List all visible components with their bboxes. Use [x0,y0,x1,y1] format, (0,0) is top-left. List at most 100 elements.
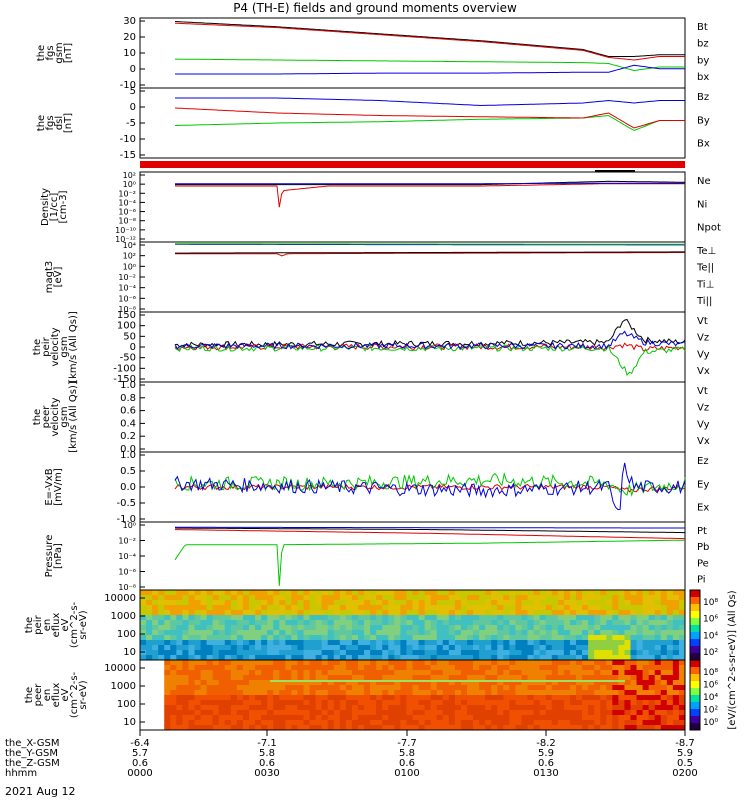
spectrogram-cell [200,680,208,686]
spectrogram-cell [479,705,486,711]
spectrogram-cell [267,680,274,686]
spectrogram-cell [236,710,244,716]
spectrogram-cell [551,665,559,671]
spectrogram-cell [273,670,280,676]
spectrogram-cell [333,610,341,616]
spectrogram-cell [182,640,189,646]
spectrogram-cell [648,600,656,606]
spectrogram-cell [376,725,383,731]
spectrogram-cell [200,655,208,661]
spectrogram-cell [509,610,516,616]
spectrogram-cell [351,690,359,696]
spectrogram-cell [255,620,262,626]
spectrogram-cell [327,660,335,666]
spectrogram-cell [442,605,450,611]
y-axis-label: eflux [51,683,62,708]
spectrogram-cell [170,705,177,711]
spectrogram-cell [206,655,214,661]
spectrogram-cell [521,715,529,721]
spectrogram-cell [606,630,613,636]
x-row-value: 0200 [672,768,697,779]
spectrogram-cell [406,705,413,711]
spectrogram-cell [140,630,147,636]
spectrogram-cell [521,660,529,666]
spectrogram-cell [376,625,383,631]
spectrogram-cell [309,720,317,726]
spectrogram-cell [400,605,407,611]
spectrogram-cell [654,590,662,596]
spectrogram-cell [406,595,413,601]
spectrogram-cell [285,595,292,601]
spectrogram-cell [551,595,559,601]
spectrogram-cell [212,690,220,696]
spectrogram-cell [527,675,535,681]
spectrogram-cell [267,720,274,726]
spectrogram-cell [491,700,498,706]
spectrogram-cell [545,720,553,726]
spectrogram-cell [206,640,214,646]
spectrogram-cell [224,710,232,716]
spectrogram-cell [551,635,559,641]
spectrogram-cell [339,625,347,631]
spectrogram-cell [273,665,280,671]
spectrogram-cell [285,600,292,606]
spectrogram-cell [491,600,498,606]
spectrogram-cell [594,695,601,701]
spectrogram-cell [358,600,365,606]
spectrogram-cell [376,595,383,601]
spectrogram-cell [212,680,220,686]
spectrogram-cell [339,605,347,611]
x-row-value: 0.5 [677,758,693,769]
spectrogram-cell [273,610,280,616]
spectrogram-cell [636,650,644,656]
spectrogram-cell [249,590,256,596]
spectrogram-cell [339,590,347,596]
spectrogram-cell [376,665,383,671]
spectrogram-cell [242,620,250,626]
spectrogram-cell [424,685,432,691]
spectrogram-cell [594,630,601,636]
spectrogram-cell [303,670,311,676]
spectrogram-cell [418,640,426,646]
spectrogram-cell [345,680,353,686]
spectrogram-cell [618,620,625,626]
spectrogram-cell [642,695,650,701]
spectrogram-cell [339,720,347,726]
spectrogram-cell [424,620,432,626]
spectrogram-cell [666,715,674,721]
spectrogram-cell [212,665,220,671]
spectrogram-cell [297,710,304,716]
spectrogram-cell [152,715,159,721]
spectrogram-cell [527,615,535,621]
spectrogram-cell [672,705,680,711]
spectrogram-cell [672,640,680,646]
spectrogram-cell [285,695,292,701]
spectrogram-cell [339,635,347,641]
spectrogram-cell [212,625,220,631]
y-tick-label: 5 [130,86,136,97]
spectrogram-cell [182,670,189,676]
spectrogram-cell [563,690,571,696]
x-row-value: 5.9 [677,748,693,759]
spectrogram-cell [503,665,510,671]
spectrogram-cell [236,610,244,616]
spectrogram-cell [624,645,631,651]
spectrogram-cell [588,645,595,651]
y-tick-label: 10⁻² [118,273,136,282]
series-line-Ti⊥ [175,243,685,246]
spectrogram-cell [224,625,232,631]
spectrogram-cell [315,680,323,686]
spectrogram-cell [170,715,177,721]
spectrogram-cell [491,590,498,596]
spectrogram-cell [509,640,516,646]
spectrogram-cell [309,620,317,626]
spectrogram-cell [152,605,159,611]
spectrogram-cell [170,600,177,606]
spectrogram-cell [279,635,286,641]
spectrogram-cell [545,705,553,711]
spectrogram-cell [152,610,159,616]
spectrogram-cell [539,615,547,621]
spectrogram-cell [503,610,510,616]
spectrogram-cell [382,670,389,676]
spectrogram-cell [261,615,268,621]
